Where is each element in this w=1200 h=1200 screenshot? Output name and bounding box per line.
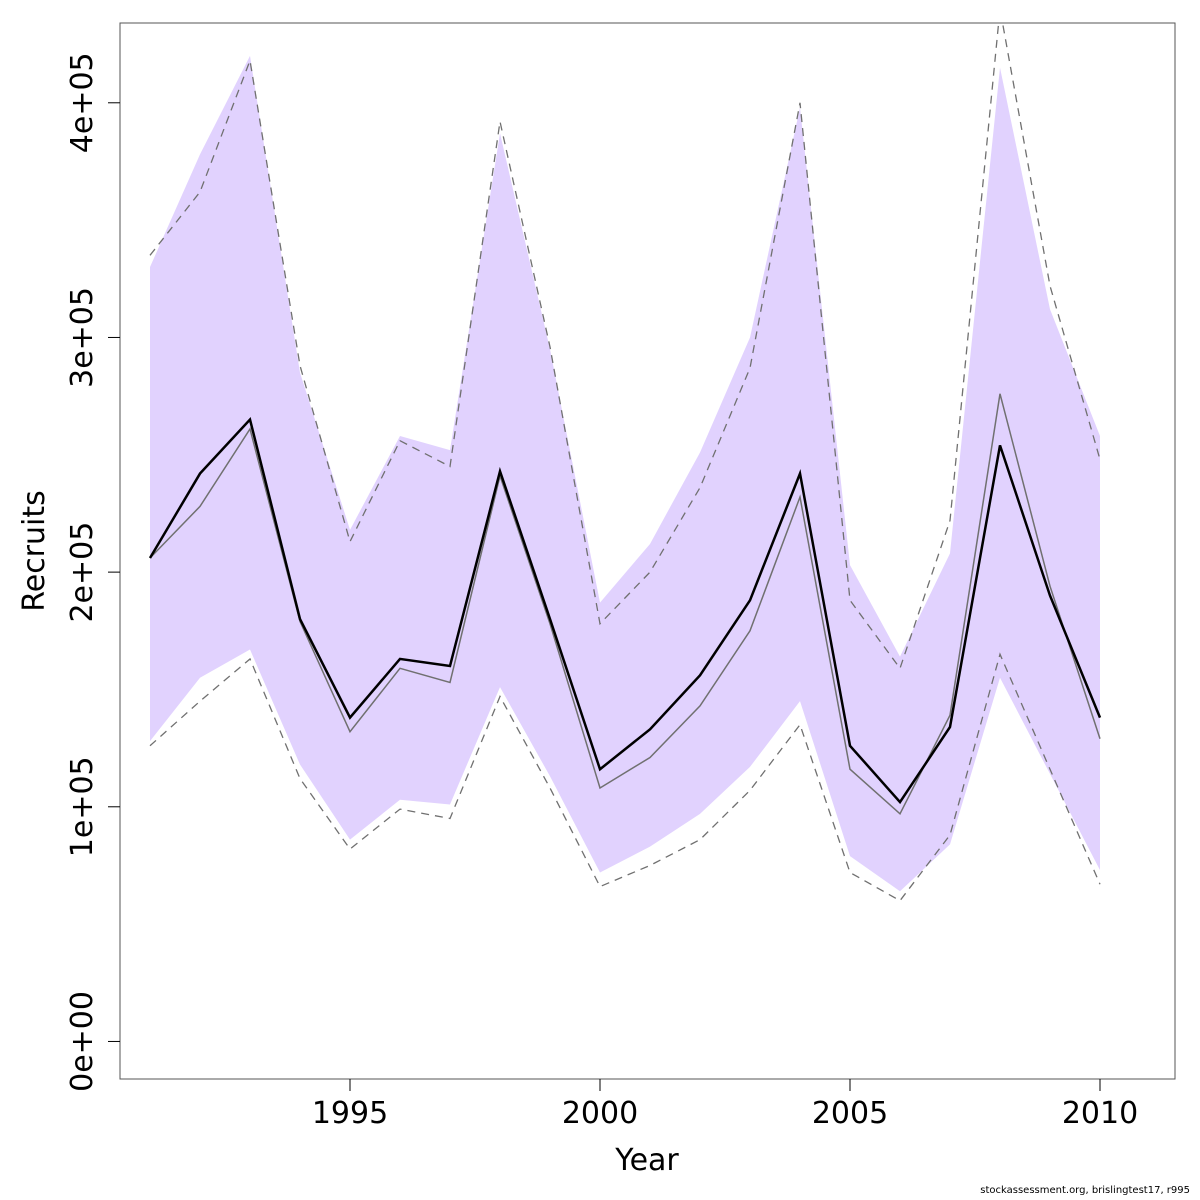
y-axis: 0e+00 1e+05 2e+05 3e+05 4e+05: [65, 52, 120, 1092]
y-axis-title: Recruits: [17, 490, 52, 612]
x-tick-label: 2000: [562, 1096, 638, 1131]
x-axis-title: Year: [614, 1143, 679, 1178]
confidence-band: [150, 55, 1100, 892]
plot-frame: [119, 22, 1176, 1080]
y-tick-label: 1e+05: [65, 756, 100, 857]
upper-bound-dashed-line: [149, 23, 1101, 670]
y-tick-label: 2e+05: [65, 522, 100, 623]
y-tick-label: 0e+00: [65, 991, 100, 1092]
x-tick-label: 2005: [812, 1096, 888, 1131]
estimate-line: [148, 417, 1102, 805]
x-tick-label: 1995: [312, 1096, 388, 1131]
confidence-band-layer: [150, 55, 1100, 892]
secondary-estimate-line: [149, 393, 1101, 816]
x-axis: 1995 2000 2005 2010: [312, 1079, 1138, 1131]
x-tick-label: 2010: [1062, 1096, 1138, 1131]
footer-credit: stockassessment.org, brislingtest17, r99…: [980, 1185, 1190, 1196]
y-tick-label: 4e+05: [65, 52, 100, 153]
y-tick-label: 3e+05: [65, 287, 100, 388]
series-lines-layer: [148, 23, 1102, 902]
